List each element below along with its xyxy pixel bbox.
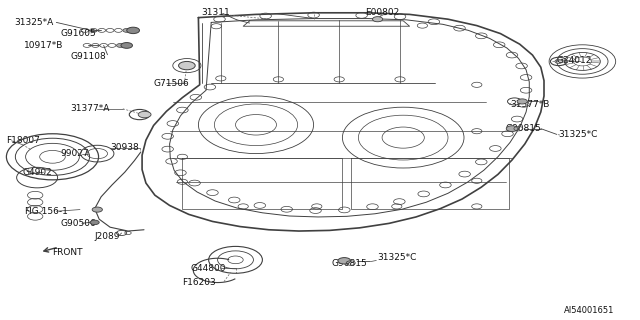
Text: 31311: 31311	[202, 8, 230, 17]
Text: G71506: G71506	[154, 79, 189, 88]
Text: 10917*B: 10917*B	[24, 41, 64, 50]
Text: FIG.156-1: FIG.156-1	[24, 207, 68, 216]
Circle shape	[506, 126, 518, 132]
Text: G4902: G4902	[22, 168, 52, 177]
Circle shape	[121, 43, 132, 48]
Text: F18007: F18007	[6, 136, 40, 145]
Text: J2089: J2089	[95, 232, 120, 241]
Text: G44800: G44800	[191, 264, 226, 273]
Circle shape	[179, 61, 195, 70]
Circle shape	[338, 258, 351, 264]
Circle shape	[90, 220, 99, 225]
Circle shape	[372, 17, 383, 22]
Text: FRONT: FRONT	[52, 248, 83, 257]
Text: G91108: G91108	[70, 52, 106, 60]
Text: 31325*C: 31325*C	[558, 130, 598, 139]
Circle shape	[92, 207, 102, 212]
Text: G91605: G91605	[61, 29, 97, 38]
Text: AI54001651: AI54001651	[564, 306, 614, 315]
Text: G24012: G24012	[557, 56, 592, 65]
Text: 30938: 30938	[110, 143, 139, 152]
Text: G90815: G90815	[506, 124, 541, 132]
Text: F16203: F16203	[182, 278, 216, 287]
Circle shape	[517, 99, 527, 104]
Text: 31325*A: 31325*A	[14, 18, 53, 27]
Text: 99027: 99027	[61, 149, 90, 158]
Circle shape	[123, 28, 131, 32]
Circle shape	[116, 44, 124, 47]
Circle shape	[138, 111, 151, 118]
Text: 31377*A: 31377*A	[70, 104, 110, 113]
Text: 31377*B: 31377*B	[511, 100, 550, 109]
Text: G90815: G90815	[332, 260, 367, 268]
Text: G90506: G90506	[61, 219, 97, 228]
Circle shape	[127, 27, 140, 34]
Text: 31325*C: 31325*C	[378, 253, 417, 262]
Text: E00802: E00802	[365, 8, 399, 17]
